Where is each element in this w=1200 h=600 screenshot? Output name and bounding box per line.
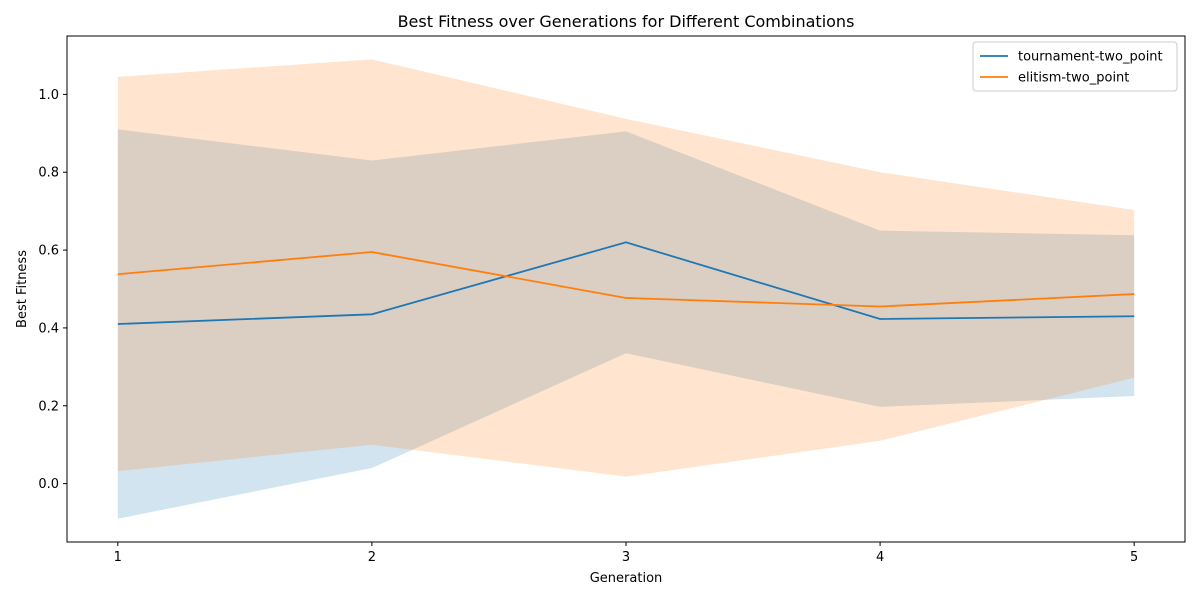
y-tick-label: 0.0 bbox=[38, 477, 59, 492]
y-tick-label: 0.6 bbox=[38, 244, 59, 259]
y-tick-label: 0.8 bbox=[38, 166, 59, 181]
legend-label: elitism-two_point bbox=[1018, 71, 1129, 86]
y-axis-label: Best Fitness bbox=[15, 250, 30, 328]
legend: tournament-two_point elitism-two_point bbox=[972, 41, 1178, 92]
legend-box bbox=[972, 41, 1178, 92]
x-tick-label: 3 bbox=[622, 550, 630, 565]
band-tournament-two_point bbox=[117, 129, 1135, 519]
y-tick-label: 0.2 bbox=[38, 399, 59, 414]
y-tick-label: 1.0 bbox=[38, 88, 59, 103]
x-tick-label: 4 bbox=[876, 550, 884, 565]
confidence-bands bbox=[117, 59, 1135, 519]
x-tick-label: 5 bbox=[1130, 550, 1138, 565]
x-axis-label: Generation bbox=[590, 571, 663, 586]
legend-label: tournament-two_point bbox=[1018, 50, 1163, 65]
x-tick-label: 1 bbox=[114, 550, 122, 565]
y-tick-label: 0.4 bbox=[38, 321, 59, 336]
series-lines bbox=[117, 241, 1135, 325]
x-tick-label: 2 bbox=[368, 550, 376, 565]
band-elitism-two_point bbox=[117, 59, 1135, 477]
x-axis-ticks: 1 2 3 4 5 bbox=[114, 542, 1138, 565]
chart-title: Best Fitness over Generations for Differ… bbox=[398, 12, 855, 31]
y-axis-ticks: 0.0 0.2 0.4 0.6 0.8 1.0 bbox=[38, 88, 67, 492]
